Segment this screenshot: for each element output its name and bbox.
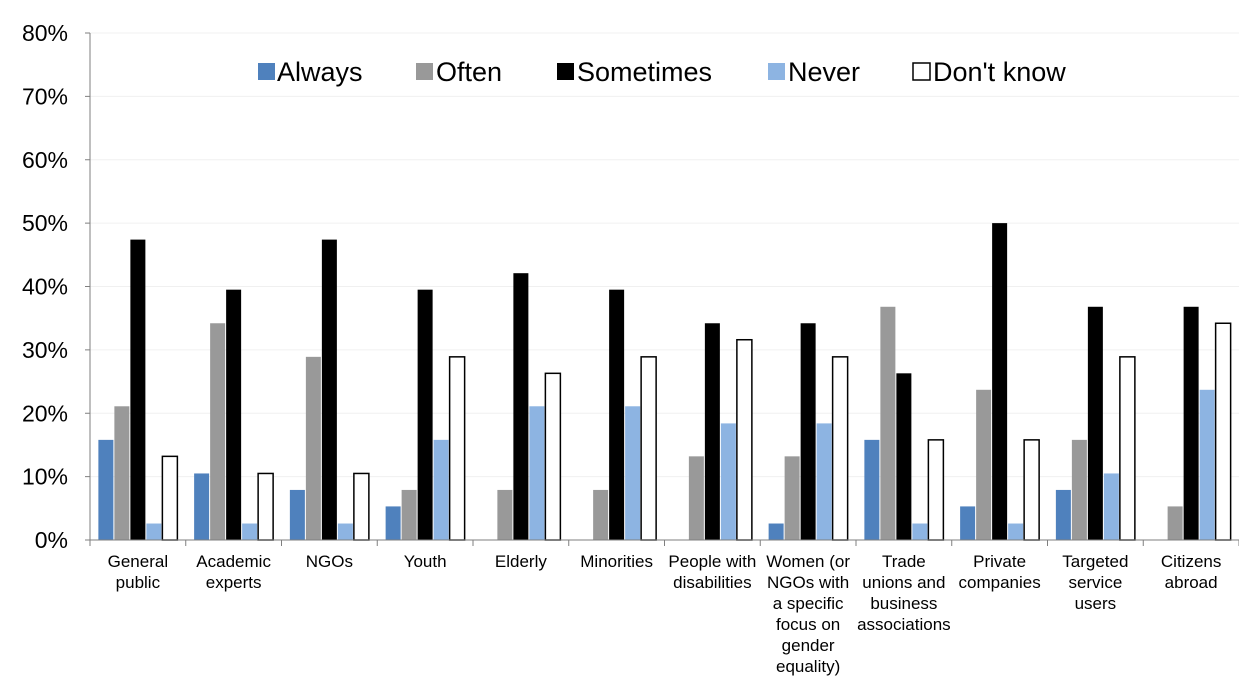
bar-never (337, 523, 353, 540)
bar-often (880, 306, 896, 540)
bar-always (194, 473, 210, 540)
y-tick-label: 20% (22, 400, 68, 426)
bar-always (98, 439, 114, 540)
legend-swatch (416, 63, 433, 80)
y-tick-label: 30% (22, 337, 68, 363)
x-tick-label: People with disabilities (668, 552, 756, 592)
bar-never (529, 406, 545, 540)
bar-never (1199, 389, 1215, 540)
y-tick-label: 60% (22, 147, 68, 173)
bar-always (864, 439, 880, 540)
x-tick-label: Elderly (495, 552, 547, 571)
bar-never (1103, 473, 1119, 540)
y-tick-label: 40% (22, 274, 68, 300)
x-tick-label: Trade unions and business associations (857, 552, 951, 634)
bar-sometimes (1087, 306, 1103, 540)
bar-sometimes (704, 323, 720, 540)
legend-swatch (258, 63, 275, 80)
bar-sometimes (992, 223, 1008, 540)
bar-often (210, 323, 226, 540)
x-axis: General public Academic experts NGOs Youth Eld… (89, 539, 1239, 676)
bar-sometimes (1183, 306, 1199, 540)
y-tick-label: 0% (35, 527, 68, 553)
x-tick-label: Citizens abroad (1161, 552, 1221, 592)
bar-don-t-know (257, 472, 274, 541)
y-tick-label: 70% (22, 83, 68, 109)
bar-never (433, 439, 449, 540)
bar-often (305, 356, 321, 540)
y-tick-label: 80% (22, 20, 68, 46)
bar-always (289, 489, 305, 540)
bar-sometimes (609, 289, 625, 540)
legend-swatch (557, 63, 574, 80)
bar-sometimes (513, 273, 529, 540)
bar-don-t-know (640, 356, 657, 541)
bar-don-t-know (448, 356, 466, 541)
bar-don-t-know (1214, 322, 1232, 541)
legend-swatch (768, 63, 785, 80)
bar-never (625, 406, 641, 540)
bar-often (1167, 506, 1183, 540)
y-tick-label: 50% (22, 210, 68, 236)
bar-sometimes (896, 373, 912, 540)
legend-swatch (912, 62, 931, 81)
y-axis: 0% 10% 20% 30% 40% 50% 60% 70% 80% (22, 20, 91, 553)
bar-often (401, 489, 417, 540)
bar-don-t-know (353, 472, 370, 541)
gridlines (90, 32, 1239, 478)
bar-never (720, 423, 736, 540)
bar-often (1071, 439, 1087, 540)
x-tick-label: Women (or NGOs with a specific focus on gend… (766, 552, 850, 676)
bar-often (497, 489, 513, 540)
legend-label: Always (277, 57, 363, 87)
x-tick-label: Academic experts (196, 552, 271, 592)
x-tick-label: Private companies (959, 552, 1041, 592)
bar-never (1008, 523, 1024, 540)
bar-often (976, 389, 992, 540)
legend: Always Often Sometimes Never Don't know (258, 57, 1066, 87)
x-tick-label: General public (108, 552, 168, 592)
legend-label: Never (788, 57, 860, 87)
bar-always (768, 523, 784, 540)
bar-never (146, 523, 162, 540)
bar-sometimes (321, 239, 337, 541)
bar-don-t-know (544, 372, 562, 541)
bar-often (688, 456, 704, 540)
bar-don-t-know (161, 455, 179, 541)
bar-never (912, 523, 928, 540)
bar-sometimes (226, 289, 242, 540)
x-tick-label: Youth (404, 552, 447, 571)
bar-never (816, 423, 832, 540)
legend-label: Often (436, 57, 502, 87)
x-tick-label: Targeted service users (1062, 552, 1128, 613)
legend-label: Don't know (933, 57, 1066, 87)
bar-sometimes (800, 323, 816, 540)
bar-sometimes (417, 289, 433, 540)
x-tick-label: Minorities (580, 552, 653, 571)
bar-don-t-know (831, 356, 849, 541)
bar-don-t-know (736, 338, 753, 541)
bar-often (114, 406, 130, 540)
bar-don-t-know (1119, 356, 1136, 541)
bar-sometimes (130, 239, 146, 541)
bar-don-t-know (1023, 439, 1040, 541)
x-tick-label: NGOs (306, 552, 353, 571)
bar-don-t-know (927, 439, 945, 541)
bar-always (1055, 489, 1071, 540)
bar-always (960, 506, 976, 540)
bar-always (385, 506, 401, 540)
bar-never (242, 523, 258, 540)
bar-often (593, 489, 609, 540)
y-tick-label: 10% (22, 464, 68, 490)
bars (98, 223, 1232, 541)
legend-label: Sometimes (577, 57, 712, 87)
bar-often (784, 456, 800, 540)
